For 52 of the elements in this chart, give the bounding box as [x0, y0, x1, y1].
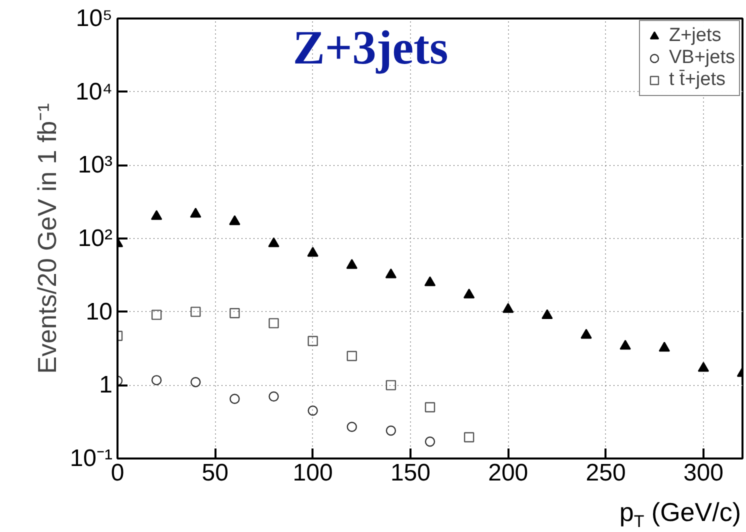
point: [190, 306, 201, 317]
x-tick-label: 250: [586, 460, 626, 486]
point: [580, 328, 592, 339]
y-tick-label: 10⁴: [75, 78, 113, 106]
y-tick-label: 10⁻¹: [70, 445, 113, 472]
point: [424, 276, 436, 286]
point: [308, 406, 318, 416]
legend-label: VB+jets: [668, 47, 735, 69]
point: [346, 259, 358, 269]
x-tick-label: 50: [202, 460, 229, 486]
point: [190, 377, 201, 388]
point: [307, 246, 318, 257]
x-tick-label: 150: [390, 460, 430, 486]
x-tick-label: 0: [110, 460, 124, 486]
y-tick-label: 1: [99, 372, 113, 399]
x-axis-title: p$_{T}$ (GeV/c): [619, 497, 741, 532]
point: [150, 210, 162, 220]
point: [502, 303, 514, 313]
point: [268, 237, 280, 248]
point: [229, 215, 240, 226]
point: [346, 422, 357, 432]
point: [346, 350, 357, 362]
point: [151, 375, 162, 386]
legend-label: Z+jets: [668, 25, 722, 47]
x-tick-label: 300: [683, 460, 724, 486]
y-tick-label: 10²: [78, 225, 113, 252]
point: [658, 342, 670, 352]
point: [151, 310, 162, 320]
y-tick-label: 10⁵: [76, 5, 113, 32]
x-tick-label: 100: [292, 460, 333, 486]
point: [424, 402, 436, 412]
point: [698, 362, 710, 372]
point: [424, 436, 436, 447]
point: [308, 336, 318, 346]
x-tick-label: 200: [488, 460, 528, 486]
point: [463, 288, 475, 298]
point: [190, 208, 202, 218]
y-axis-title: Events/20 GeV in 1 fb⁻¹: [32, 102, 62, 374]
point: [386, 426, 396, 436]
point: [386, 380, 396, 390]
point: [464, 432, 474, 442]
point: [230, 308, 240, 318]
point: [230, 394, 240, 404]
legend-label: t t̄+jets: [668, 69, 726, 91]
point: [268, 391, 279, 402]
point: [542, 309, 553, 320]
y-tick-label: 10: [86, 298, 113, 326]
y-tick-label: 10³: [78, 152, 113, 179]
point: [385, 268, 397, 278]
chart-title: Z+3jets: [292, 22, 448, 74]
point: [620, 340, 631, 350]
point: [268, 318, 279, 328]
